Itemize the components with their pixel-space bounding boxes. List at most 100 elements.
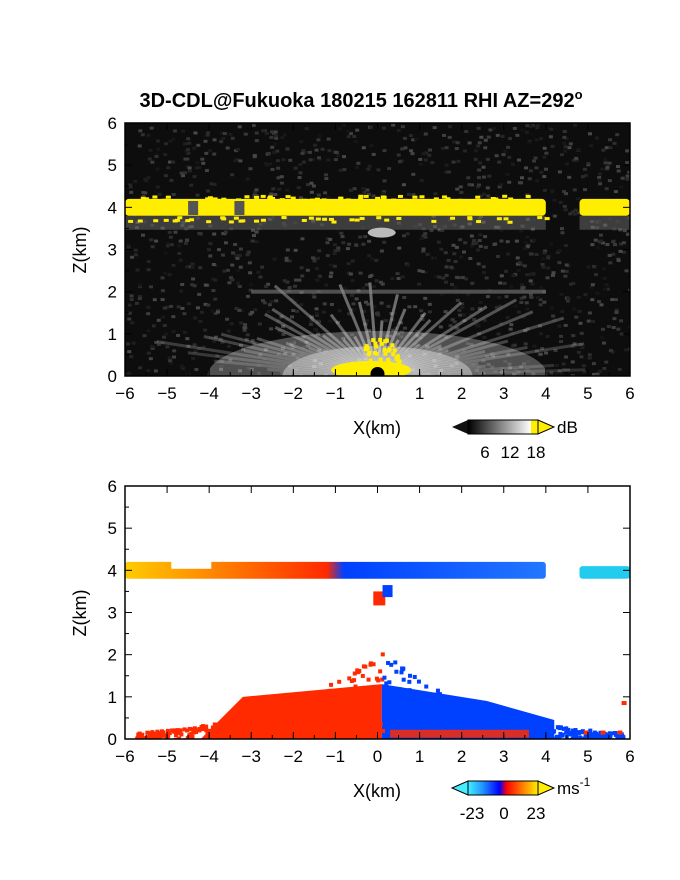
colorbar-unit-ms: ms-1 xyxy=(557,775,591,798)
velocity-cell xyxy=(364,707,369,712)
velocity-cell xyxy=(357,704,362,709)
noise-cell xyxy=(559,371,564,375)
noise-cell xyxy=(608,146,613,150)
noise-cell xyxy=(276,166,281,170)
noise-cell xyxy=(496,225,501,229)
noise-cell xyxy=(592,372,597,376)
velocity-cell xyxy=(279,723,284,728)
velocity-cell xyxy=(150,730,155,735)
noise-cell xyxy=(405,232,410,236)
velocity-cell xyxy=(315,705,320,710)
noise-cell xyxy=(138,129,143,133)
noise-cell xyxy=(350,349,355,353)
noise-cell xyxy=(190,283,195,287)
noise-cell xyxy=(182,330,187,334)
cloud-speck xyxy=(457,198,463,202)
velocity-cell xyxy=(300,701,305,706)
noise-cell xyxy=(246,250,251,254)
noise-cell xyxy=(515,256,520,260)
noise-cell xyxy=(454,361,459,365)
noise-cell xyxy=(461,276,466,280)
noise-cell xyxy=(264,284,269,288)
noise-cell xyxy=(277,329,282,333)
velocity-cell xyxy=(477,725,482,730)
reflectivity-xtick-label: −1 xyxy=(326,384,345,403)
noise-cell xyxy=(587,311,592,315)
noise-cell xyxy=(565,299,570,303)
noise-cell xyxy=(493,369,498,373)
noise-cell xyxy=(363,322,368,326)
velocity-cell xyxy=(214,736,219,739)
noise-cell xyxy=(227,281,232,285)
noise-cell xyxy=(316,256,321,260)
noise-cell xyxy=(608,217,613,221)
velocity-cell xyxy=(329,682,334,687)
cloud-speck xyxy=(431,219,437,223)
noise-cell xyxy=(541,265,546,269)
noise-cell xyxy=(531,217,536,221)
noise-cell xyxy=(313,327,318,331)
noise-cell xyxy=(528,293,533,297)
velocity-cell xyxy=(287,719,292,724)
noise-cell xyxy=(616,327,621,331)
noise-cell xyxy=(346,262,351,266)
surface-echo-speck xyxy=(365,346,370,351)
noise-cell xyxy=(526,359,531,363)
upper-drip xyxy=(382,585,393,598)
beam xyxy=(377,342,585,376)
velocity-cell xyxy=(522,726,527,731)
noise-cell xyxy=(362,190,367,194)
velocity-cell xyxy=(443,701,448,706)
noise-cell xyxy=(328,263,333,267)
noise-cell xyxy=(193,131,198,135)
noise-cell xyxy=(475,185,480,189)
noise-cell xyxy=(333,158,338,162)
noise-cell xyxy=(269,300,274,304)
velocity-cell xyxy=(580,729,585,734)
noise-cell xyxy=(458,185,463,189)
noise-cell xyxy=(540,347,545,351)
noise-cell xyxy=(276,319,281,323)
noise-cell xyxy=(213,335,218,339)
noise-cell xyxy=(613,298,618,302)
noise-cell xyxy=(238,247,243,251)
noise-cell xyxy=(171,160,176,164)
noise-cell xyxy=(612,227,617,231)
noise-cell xyxy=(358,235,363,239)
noise-cell xyxy=(183,171,188,175)
cloud-speck xyxy=(380,195,386,199)
velocity-cell xyxy=(578,735,583,739)
noise-cell xyxy=(544,167,549,171)
noise-cell xyxy=(245,294,250,298)
noise-cell xyxy=(559,334,564,338)
cloud-speck xyxy=(475,195,481,199)
noise-cell xyxy=(206,189,211,193)
noise-cell xyxy=(279,315,284,319)
noise-cell xyxy=(308,158,313,162)
surface-echo-speck xyxy=(374,344,379,349)
noise-cell xyxy=(400,125,405,129)
noise-cell xyxy=(270,145,275,149)
noise-cell xyxy=(614,310,619,314)
velocity-cell xyxy=(462,713,467,718)
noise-cell xyxy=(287,286,292,290)
noise-cell xyxy=(599,239,604,243)
noise-cell xyxy=(208,242,213,246)
cloud-speck xyxy=(397,194,403,198)
velocity-cell xyxy=(482,709,487,714)
noise-cell xyxy=(433,256,438,260)
upper-gap xyxy=(301,580,362,589)
noise-cell xyxy=(196,143,201,147)
noise-cell xyxy=(353,140,358,144)
noise-cell xyxy=(499,239,504,243)
velocity-cell xyxy=(456,717,461,722)
noise-cell xyxy=(281,221,286,225)
velocity-cell xyxy=(239,718,244,723)
surface-echo-speck xyxy=(366,352,371,357)
noise-cell xyxy=(598,172,603,176)
noise-cell xyxy=(163,271,168,275)
surface-echo-speck xyxy=(400,373,405,376)
noise-cell xyxy=(293,300,298,304)
noise-cell xyxy=(483,146,488,150)
velocity-cell xyxy=(399,700,404,705)
